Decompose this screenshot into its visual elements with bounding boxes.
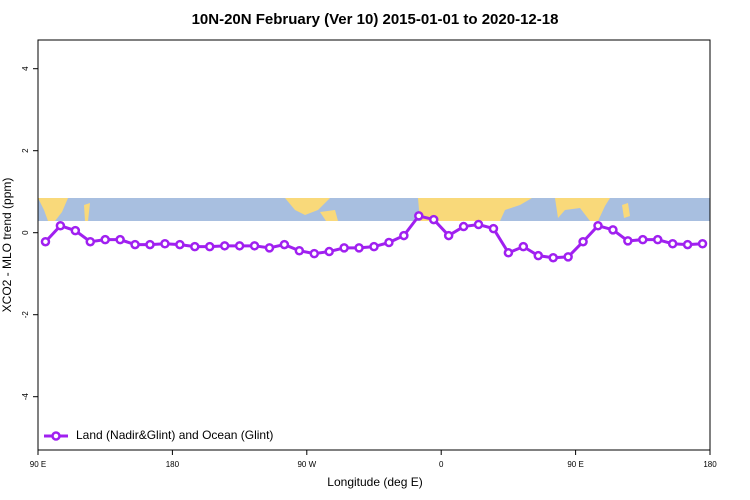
data-point <box>682 239 693 250</box>
chart-title: 10N-20N February (Ver 10) 2015-01-01 to … <box>192 11 559 28</box>
data-point <box>249 241 260 251</box>
data-point <box>219 241 230 251</box>
data-point <box>190 241 200 252</box>
legend-marker <box>51 431 61 441</box>
map-strip <box>38 198 710 221</box>
data-point <box>55 220 66 231</box>
x-axis-label: Longitude (deg E) <box>327 475 422 489</box>
data-point <box>145 239 155 250</box>
x-tick-label: 0 <box>439 460 444 469</box>
data-point <box>518 241 529 252</box>
legend-label: Land (Nadir&Glint) and Ocean (Glint) <box>76 428 273 442</box>
x-tick-label: 90 E <box>30 460 46 469</box>
y-tick-label: 0 <box>21 230 30 235</box>
data-point <box>309 248 320 259</box>
data-point <box>578 236 588 247</box>
x-tick-label: 90 W <box>297 460 316 469</box>
data-point <box>369 241 379 252</box>
y-tick-label: -2 <box>21 311 30 319</box>
data-point <box>548 252 558 263</box>
data-point <box>40 236 51 247</box>
data-point <box>279 239 290 250</box>
data-point <box>339 243 349 253</box>
y-axis-label: XCO2 - MLO trend (ppm) <box>0 178 14 313</box>
data-point <box>488 223 499 234</box>
y-tick-label: -4 <box>21 393 30 401</box>
plot-frame <box>37 39 711 451</box>
data-point <box>324 246 334 257</box>
x-tick-label: 180 <box>166 460 180 469</box>
data-point <box>533 250 544 261</box>
y-tick-label: 2 <box>21 148 30 153</box>
series-line <box>44 214 703 260</box>
data-point <box>458 221 469 232</box>
data-point <box>204 241 215 252</box>
data-point <box>100 234 110 245</box>
data-point <box>652 234 663 245</box>
data-point <box>294 245 305 256</box>
data-point <box>354 243 364 253</box>
data-point <box>70 225 81 236</box>
data-point <box>503 248 514 258</box>
data-point <box>593 220 603 231</box>
data-point <box>623 236 633 246</box>
data-point <box>264 243 275 253</box>
data-point <box>697 239 708 249</box>
x-tick-label: 180 <box>703 460 717 469</box>
data-point <box>667 239 678 249</box>
data-point <box>160 239 170 249</box>
data-point <box>85 236 96 247</box>
data-point <box>443 230 454 241</box>
data-point <box>428 214 439 225</box>
data-point <box>414 211 424 221</box>
y-tick-label: 4 <box>21 66 30 71</box>
data-point <box>115 234 125 245</box>
data-point <box>608 225 618 235</box>
data-point <box>234 241 245 251</box>
data-point <box>473 219 484 230</box>
data-point <box>384 237 394 248</box>
data-point <box>563 252 573 262</box>
data-point <box>399 230 409 241</box>
data-point <box>638 234 648 245</box>
data-point <box>175 239 185 250</box>
data-point <box>130 239 140 250</box>
x-tick-label: 90 E <box>567 460 583 469</box>
